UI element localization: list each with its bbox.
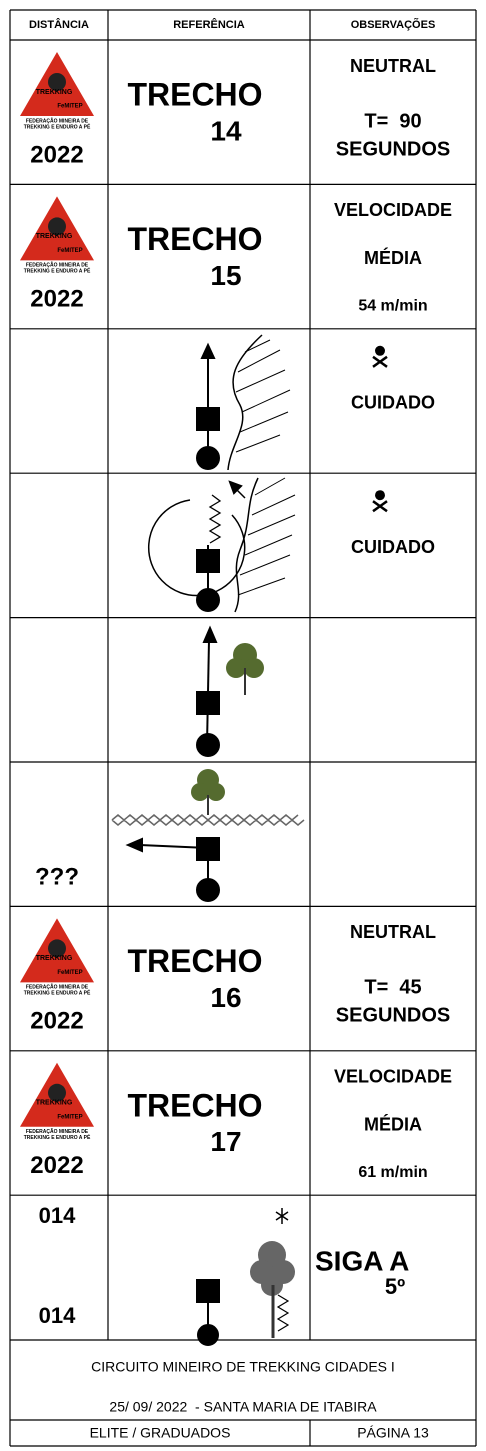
logo-caption: FEDERAÇÃO MINEIRA DE (26, 984, 89, 991)
skull-bones (372, 355, 388, 368)
logo-figure (48, 217, 66, 236)
reference-number: 15 (210, 260, 241, 291)
observation: CUIDADO (351, 393, 435, 413)
logo-caption: FEDERAÇÃO MINEIRA DE (26, 1128, 89, 1135)
distance: 014 (39, 1203, 76, 1228)
observation: VELOCIDADE (334, 200, 452, 220)
observation: SEGUNDOS (336, 1005, 450, 1027)
footer-line: CIRCUITO MINEIRO DE TREKKING CIDADES I (91, 1359, 395, 1375)
logo-caption: TREKKING E ENDURO A PÉ (24, 1133, 91, 1141)
logo-org: FeMITEP (57, 1114, 82, 1120)
distance: 2022 (30, 1008, 83, 1035)
logo-caption: TREKKING E ENDURO A PÉ (24, 122, 91, 130)
logo-name: TREKKING (36, 1100, 73, 1107)
logo-caption: TREKKING E ENDURO A PÉ (24, 989, 91, 997)
observation: 54 m/min (358, 298, 427, 315)
logo-caption: TREKKING E ENDURO A PÉ (24, 267, 91, 275)
logo-name: TREKKING (36, 233, 73, 240)
reference-number: 14 (210, 115, 242, 146)
table-grid (9, 9, 477, 1447)
logo-figure (48, 1083, 66, 1102)
reference-number: 17 (210, 1126, 241, 1157)
footer-page: PÁGINA 13 (357, 1425, 429, 1441)
header-cell: DISTÂNCIA (29, 18, 89, 31)
observation: SIGA A (315, 1246, 409, 1277)
observation: MÉDIA (364, 1114, 422, 1135)
observation: SEGUNDOS (336, 138, 450, 160)
logo-figure (48, 73, 66, 91)
reference-title: TRECHO (127, 221, 262, 257)
observation: MÉDIA (364, 247, 422, 268)
logo-org: FeMITEP (57, 970, 82, 976)
footer-category: ELITE / GRADUADOS (90, 1425, 231, 1441)
logo-figure (48, 939, 66, 958)
observation: CUIDADO (351, 537, 435, 557)
skull-icon (375, 345, 385, 356)
header-cell: OBSERVAÇÕES (351, 18, 436, 31)
observation: T= 45 (364, 977, 421, 999)
observation: T= 90 (364, 110, 421, 132)
skull-bones (372, 500, 388, 513)
observation: NEUTRAL (350, 56, 436, 76)
header-cell: REFERÊNCIA (173, 18, 245, 31)
observation: 5º (385, 1274, 405, 1299)
distance: ??? (35, 863, 79, 890)
logo-org: FeMITEP (57, 104, 82, 110)
reference-title: TRECHO (127, 943, 262, 979)
observation: NEUTRAL (350, 922, 436, 942)
logo-org: FeMITEP (57, 248, 82, 254)
distance: 2022 (30, 286, 83, 313)
footer-line: 25/ 09/ 2022 - SANTA MARIA DE ITABIRA (109, 1399, 377, 1415)
distance: 2022 (30, 1152, 83, 1179)
logo-name: TREKKING (36, 955, 73, 962)
skull-icon (375, 490, 385, 501)
observation: 61 m/min (358, 1164, 427, 1181)
logo-caption: FEDERAÇÃO MINEIRA DE (26, 262, 89, 269)
reference-number: 16 (210, 982, 241, 1013)
logo-name: TREKKING (36, 89, 73, 96)
observation: VELOCIDADE (334, 1067, 452, 1087)
reference-title: TRECHO (127, 76, 262, 112)
distance: 2022 (30, 141, 83, 168)
reference-title: TRECHO (127, 1087, 262, 1123)
distance: 014 (39, 1303, 76, 1328)
sketches (111, 334, 305, 1346)
logo-caption: FEDERAÇÃO MINEIRA DE (26, 117, 89, 124)
